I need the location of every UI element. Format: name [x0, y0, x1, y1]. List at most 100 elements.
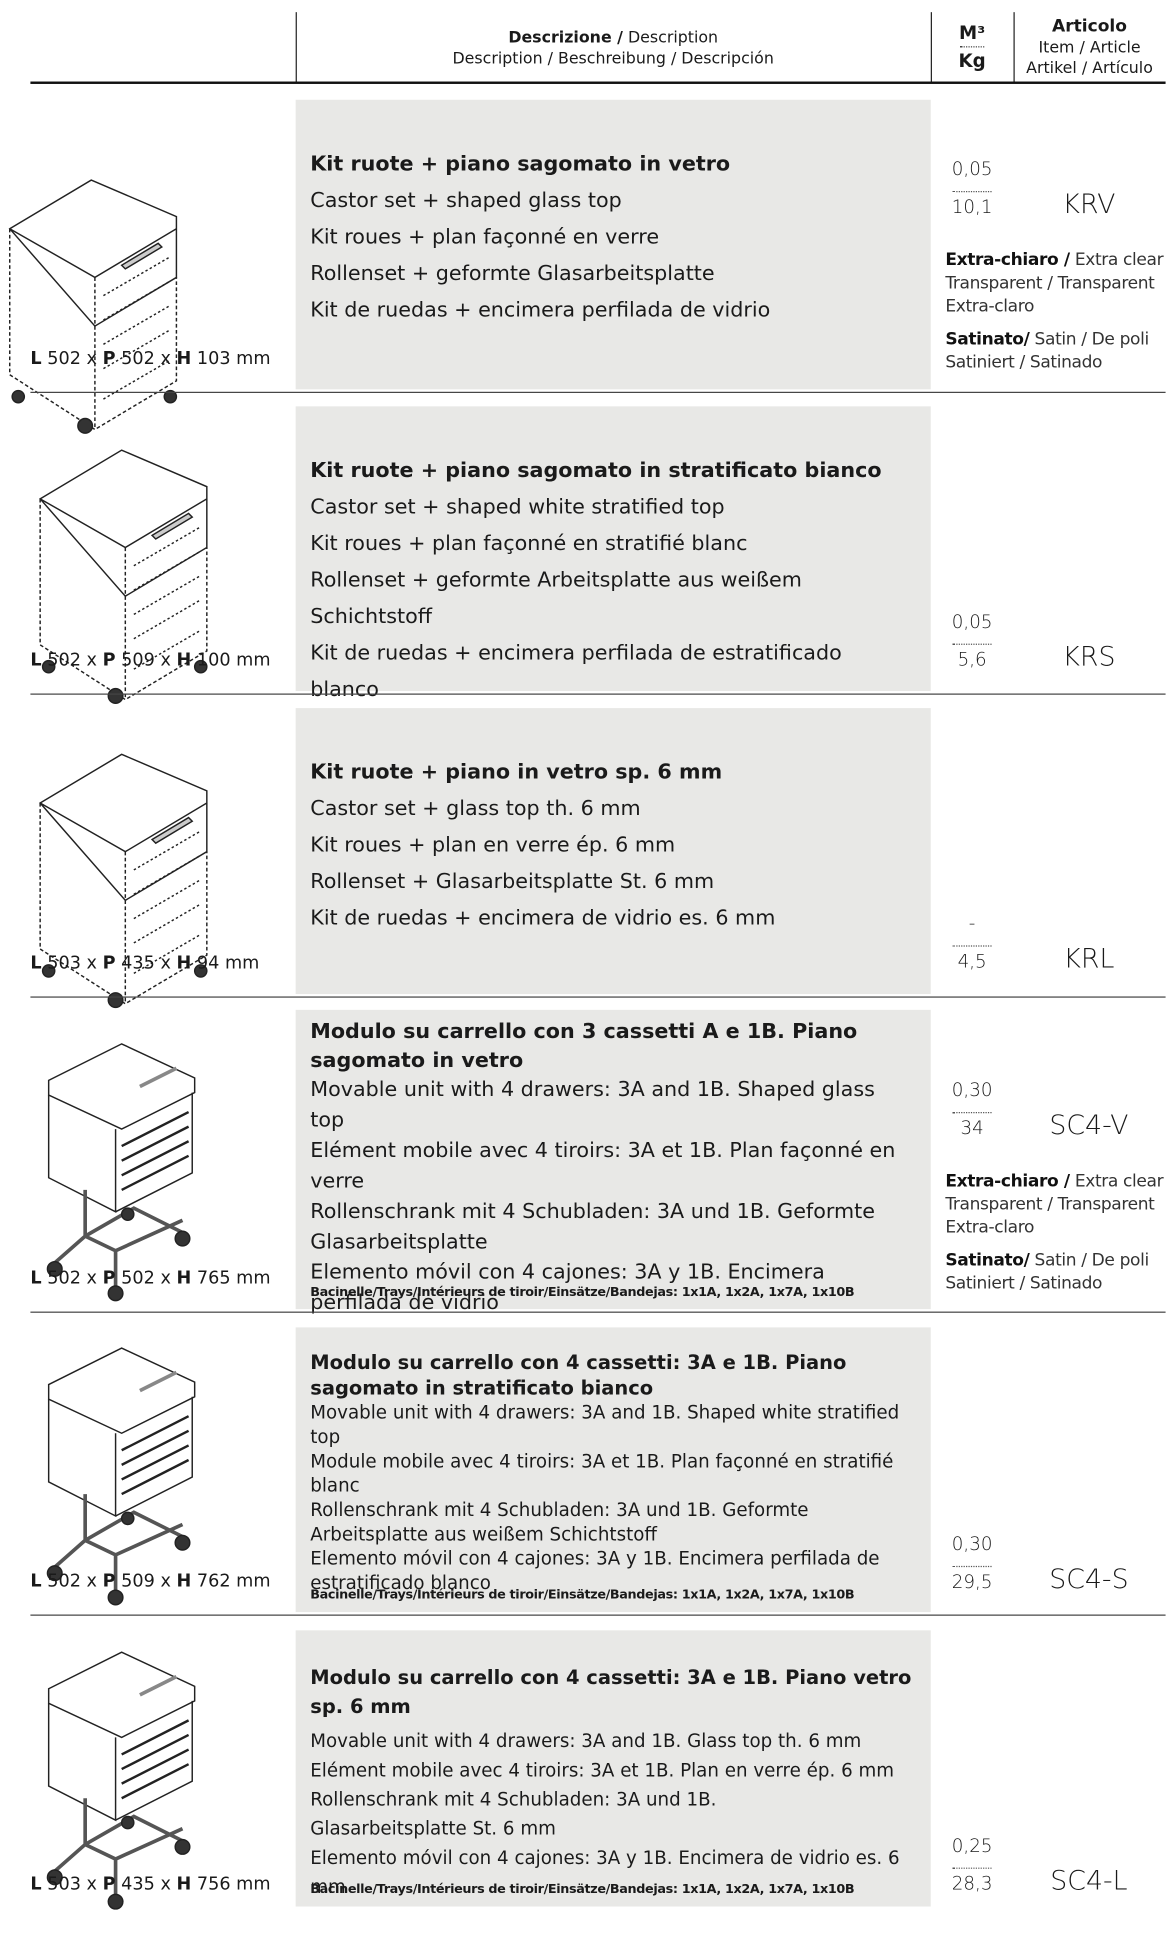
finish: Extra-chiaro / Extra clear Transparent / …	[945, 1170, 1168, 1239]
volume: 0,30	[951, 1079, 993, 1102]
weight: 34	[960, 1116, 984, 1139]
description-line: Elemento móvil con 4 cajones: 3A y 1B. E…	[310, 1547, 880, 1594]
dotted-divider	[952, 1112, 992, 1114]
illustration	[45, 1650, 197, 1911]
row-separator	[30, 1614, 1166, 1616]
description-line: Module mobile avec 4 tiroirs: 3A et 1B. …	[310, 1450, 894, 1497]
finish: Satinato/ Satin / De poli Satiniert / Sat…	[945, 1250, 1168, 1296]
article-code: KRL	[1063, 944, 1115, 975]
dimensions: L 503 x P 435 x H 94 mm	[30, 954, 259, 973]
dimension-part: H	[176, 1874, 192, 1895]
dimension-part: 502 x	[115, 1268, 177, 1289]
dotted-divider	[952, 1565, 992, 1568]
dimension-part: L	[30, 953, 42, 974]
volume-heading: M³	[959, 21, 986, 44]
dimension-part: H	[176, 953, 192, 974]
article-code: SC4-L	[1050, 1866, 1128, 1897]
volume-weight-header: M³ Kg	[931, 19, 1014, 74]
dimension-part: 502 x	[41, 349, 103, 369]
description-line: Kit de ruedas + encimera perfilada de es…	[310, 641, 842, 703]
article-code: KRS	[1062, 642, 1116, 673]
volume: 0,05	[951, 158, 993, 181]
catalogue-page: Descrizione / Description Description / …	[9, 12, 1168, 1911]
dimension-part: 765 mm	[191, 1268, 271, 1289]
dimension-part: H	[176, 1571, 192, 1592]
dimension-part: P	[102, 650, 116, 671]
finish-label: Satinato/	[945, 329, 1030, 350]
dimension-part: 503 x	[41, 953, 103, 974]
dimension-part: 756 mm	[191, 1874, 271, 1895]
dimension-part: P	[102, 1571, 116, 1592]
dimension-part: 509 x	[115, 1571, 177, 1592]
trays-note: Bacinelle/Trays/Intérieurs de tiroir/Ein…	[310, 1882, 855, 1897]
dimension-part: H	[176, 349, 192, 369]
description-line: Kit roues + plan en verre ép. 6 mm	[310, 833, 676, 858]
weight-heading: Kg	[958, 49, 986, 72]
finishes: Extra-chiaro / Extra clear Transparent / …	[945, 249, 1168, 374]
row-separator	[30, 996, 1166, 998]
dimension-part: 435 x	[115, 953, 177, 974]
description-line: Elément mobile avec 4 tiroirs: 3A et 1B.…	[310, 1138, 896, 1194]
dimension-part: P	[102, 1874, 116, 1895]
weight: 10,1	[951, 195, 993, 218]
description-line: Castor set + shaped glass top	[310, 188, 622, 213]
description-heading: Descrizione / Description	[296, 28, 931, 49]
column-divider	[295, 12, 297, 83]
divider	[959, 46, 985, 48]
description-line: Kit de ruedas + encimera perfilada de vi…	[310, 298, 771, 323]
finish-label: Satinato/	[945, 1250, 1030, 1271]
finish: Extra-chiaro / Extra clear Transparent / …	[945, 249, 1168, 318]
dimension-part: P	[102, 349, 116, 369]
article-subheading: Artikel / Artículo	[1026, 59, 1153, 78]
heading-normal: Description	[622, 29, 719, 48]
volume: 0,05	[951, 610, 993, 633]
finish-line: Extra-chiaro / Extra clear	[945, 249, 1168, 272]
dimension-part: L	[30, 650, 42, 671]
article-code: SC4-S	[1049, 1564, 1129, 1596]
finish-line: Extra-claro	[945, 1217, 1035, 1238]
description-line: Rollenschrank mit 4 Schubladen: 3A und 1…	[310, 1498, 809, 1546]
volume: -	[968, 912, 976, 935]
dimension-part: 762 mm	[191, 1571, 271, 1592]
description-line: Castor set + glass top th. 6 mm	[310, 796, 641, 822]
description-box: Modulo su carrello con 3 cassetti A e 1B…	[295, 1009, 931, 1315]
description-line: Elemento móvil con 4 cajones: 3A y 1B. E…	[310, 1260, 825, 1316]
description-line: Kit de ruedas + encimera de vidrio es. 6…	[310, 906, 776, 931]
row-separator	[30, 1311, 1166, 1313]
description-line: Elemento móvil con 4 cajones: 3A y 1B. E…	[310, 1846, 900, 1899]
finish: Satinato/ Satin / De poli Satiniert / Sat…	[945, 329, 1168, 375]
dimensions: L 502 x P 502 x H 765 mm	[30, 1269, 270, 1288]
description-line: Rollenset + geformte Glasarbeitsplatte	[310, 261, 715, 286]
dimensions: L 502 x P 509 x H 100 mm	[30, 651, 270, 670]
description-box: Modulo su carrello con 4 cassetti: 3A e …	[295, 1630, 931, 1907]
finish-label: Extra-chiaro /	[945, 1171, 1070, 1192]
row-separator	[30, 693, 1166, 695]
dimensions: L 502 x P 509 x H 762 mm	[30, 1572, 270, 1591]
finishes: Extra-chiaro / Extra clear Transparent / …	[945, 1170, 1168, 1295]
description-line: Rollenschrank mit 4 Schubladen: 3A und 1…	[310, 1199, 875, 1255]
product-title: Modulo su carrello con 3 cassetti A e 1B…	[310, 1019, 858, 1074]
product-illustration	[45, 1042, 197, 1303]
finish-line: Satin / De poli	[1029, 329, 1150, 350]
finish-line: Transparent / Transparent	[945, 273, 1155, 294]
finish-line: Extra-chiaro / Extra clear	[945, 1170, 1168, 1193]
finish-line: Extra-claro	[945, 296, 1035, 317]
description-line: Movable unit with 4 drawers: 3A and 1B. …	[310, 1730, 862, 1753]
article-header: Articolo Item / Article Artikel / Artícu…	[1013, 17, 1165, 79]
weight: 29,5	[951, 1570, 993, 1593]
description-line: Rollenset + Glasarbeitsplatte St. 6 mm	[310, 869, 715, 895]
column-divider	[930, 12, 932, 83]
dotted-divider	[952, 1867, 992, 1869]
trays-note: Bacinelle/Trays/Intérieurs de tiroir/Ein…	[310, 1284, 855, 1300]
description-line: Kit roues + plan façonné en verre	[310, 225, 660, 250]
product-title: Modulo su carrello con 4 cassetti: 3A e …	[310, 1665, 912, 1718]
description-box: Kit ruote + piano sagomato in stratifica…	[295, 406, 931, 702]
volume: 0,25	[951, 1834, 993, 1857]
dimension-part: 503 x	[41, 1874, 103, 1895]
description-line: Elément mobile avec 4 tiroirs: 3A et 1B.…	[310, 1759, 895, 1782]
body: Descrizione / Description Description / …	[9, 12, 1168, 1911]
description-header: Descrizione / Description Description / …	[296, 28, 931, 69]
finish-line: Satinato/ Satin / De poli	[945, 329, 1168, 352]
dimension-part: 94 mm	[191, 953, 260, 974]
illustration	[45, 1042, 197, 1303]
